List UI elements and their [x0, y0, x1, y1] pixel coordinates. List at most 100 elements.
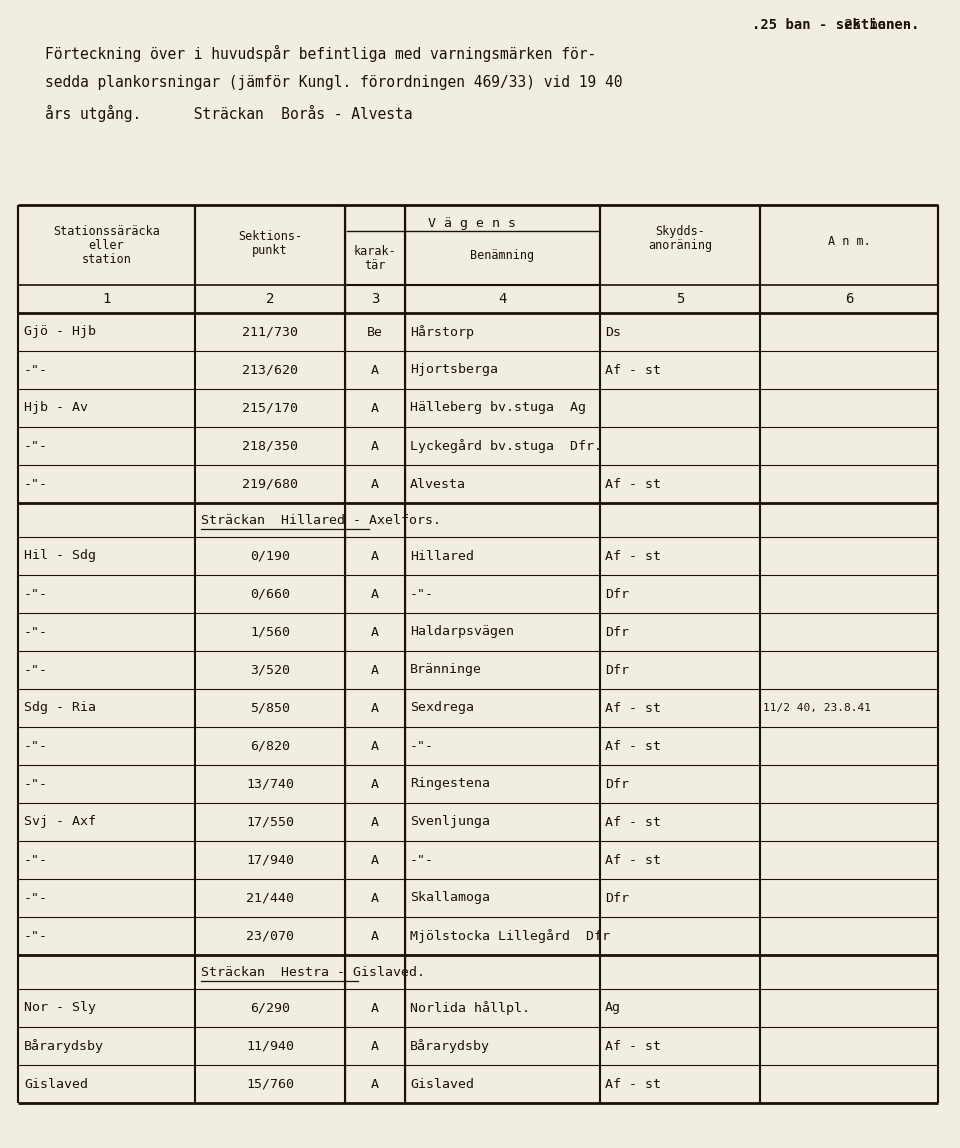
- Text: 5: 5: [676, 292, 684, 307]
- Text: Norlida hållpl.: Norlida hållpl.: [410, 1001, 530, 1015]
- Text: Sdg - Ria: Sdg - Ria: [24, 701, 96, 714]
- Text: Af - st: Af - st: [605, 1078, 661, 1091]
- Text: 23/070: 23/070: [246, 930, 294, 943]
- Text: 6/820: 6/820: [250, 739, 290, 752]
- Text: -"-: -"-: [410, 853, 434, 867]
- Text: Sträckan  Hestra - Gislaved.: Sträckan Hestra - Gislaved.: [201, 965, 425, 978]
- Text: -"-: -"-: [24, 892, 48, 905]
- Text: Be: Be: [367, 326, 383, 339]
- Text: Haldarpsvägen: Haldarpsvägen: [410, 626, 514, 638]
- Text: .25 ban -: .25 ban -: [836, 18, 920, 32]
- Text: 3: 3: [371, 292, 379, 307]
- Text: 211/730: 211/730: [242, 326, 298, 339]
- Text: 17/550: 17/550: [246, 815, 294, 829]
- Text: Dfr: Dfr: [605, 664, 629, 676]
- Text: Dfr: Dfr: [605, 892, 629, 905]
- Text: Af - st: Af - st: [605, 550, 661, 563]
- Text: Nor - Sly: Nor - Sly: [24, 1001, 96, 1015]
- Text: 11/2 40, 23.8.41: 11/2 40, 23.8.41: [763, 703, 871, 713]
- Text: 215/170: 215/170: [242, 402, 298, 414]
- Text: Hil - Sdg: Hil - Sdg: [24, 550, 96, 563]
- Text: Sektions-: Sektions-: [238, 230, 302, 243]
- Text: A: A: [371, 626, 379, 638]
- Text: station: station: [82, 253, 132, 266]
- Text: Stationssäräcka: Stationssäräcka: [53, 225, 160, 238]
- Text: punkt: punkt: [252, 245, 288, 257]
- Text: Ringestena: Ringestena: [410, 777, 490, 791]
- Text: 15/760: 15/760: [246, 1078, 294, 1091]
- Text: -"-: -"-: [24, 853, 48, 867]
- Text: Af - st: Af - st: [605, 815, 661, 829]
- Text: 5/850: 5/850: [250, 701, 290, 714]
- Text: Skallamoga: Skallamoga: [410, 892, 490, 905]
- Text: 13/740: 13/740: [246, 777, 294, 791]
- Text: Gjö - Hjb: Gjö - Hjb: [24, 326, 96, 339]
- Text: Alvesta: Alvesta: [410, 478, 466, 490]
- Text: Hillared: Hillared: [410, 550, 474, 563]
- Text: A: A: [371, 930, 379, 943]
- Text: års utgång.      Sträckan  Borås - Alvesta: års utgång. Sträckan Borås - Alvesta: [45, 104, 413, 122]
- Text: 0/660: 0/660: [250, 588, 290, 600]
- Text: Hälleberg bv.stuga  Ag: Hälleberg bv.stuga Ag: [410, 402, 586, 414]
- Text: Sträckan  Hillared - Axelfors.: Sträckan Hillared - Axelfors.: [201, 513, 441, 527]
- Text: Af - st: Af - st: [605, 739, 661, 752]
- Text: Svenljunga: Svenljunga: [410, 815, 490, 829]
- Text: Bårarydsby: Bårarydsby: [24, 1039, 104, 1053]
- Text: .25 ban - sektionen.: .25 ban - sektionen.: [753, 18, 920, 32]
- Text: Mjölstocka Lillegård  Dfr: Mjölstocka Lillegård Dfr: [410, 929, 610, 943]
- Text: V ä g e n s: V ä g e n s: [428, 217, 516, 230]
- Text: Hårstorp: Hårstorp: [410, 325, 474, 339]
- Text: Benämning: Benämning: [470, 249, 535, 262]
- Text: Bränninge: Bränninge: [410, 664, 482, 676]
- Text: Dfr: Dfr: [605, 588, 629, 600]
- Text: 1/560: 1/560: [250, 626, 290, 638]
- Text: -"-: -"-: [24, 440, 48, 452]
- Text: 11/940: 11/940: [246, 1039, 294, 1053]
- Text: -"-: -"-: [24, 478, 48, 490]
- Text: Af - st: Af - st: [605, 1039, 661, 1053]
- Text: 3/520: 3/520: [250, 664, 290, 676]
- Text: Af - st: Af - st: [605, 701, 661, 714]
- Text: A: A: [371, 892, 379, 905]
- Text: 21/440: 21/440: [246, 892, 294, 905]
- Text: A: A: [371, 664, 379, 676]
- Text: anoräning: anoräning: [648, 239, 712, 253]
- Text: Gislaved: Gislaved: [24, 1078, 88, 1091]
- Text: Svj - Axf: Svj - Axf: [24, 815, 96, 829]
- Text: A: A: [371, 478, 379, 490]
- Text: A: A: [371, 402, 379, 414]
- Text: Ag: Ag: [605, 1001, 621, 1015]
- Text: Bårarydsby: Bårarydsby: [410, 1039, 490, 1053]
- Text: 17/940: 17/940: [246, 853, 294, 867]
- Text: Lyckegård bv.stuga  Dfr.: Lyckegård bv.stuga Dfr.: [410, 439, 602, 453]
- Text: 4: 4: [498, 292, 507, 307]
- Text: A: A: [371, 853, 379, 867]
- Text: Dfr: Dfr: [605, 777, 629, 791]
- Text: 2: 2: [266, 292, 275, 307]
- Text: -"-: -"-: [410, 739, 434, 752]
- Text: Hjb - Av: Hjb - Av: [24, 402, 88, 414]
- Text: tär: tär: [364, 259, 386, 272]
- Text: 219/680: 219/680: [242, 478, 298, 490]
- Text: A n m.: A n m.: [828, 235, 871, 248]
- Text: A: A: [371, 777, 379, 791]
- Text: -"-: -"-: [24, 777, 48, 791]
- Text: Gislaved: Gislaved: [410, 1078, 474, 1091]
- Text: A: A: [371, 1078, 379, 1091]
- Text: A: A: [371, 1001, 379, 1015]
- Text: A: A: [371, 815, 379, 829]
- Text: Förteckning över i huvudspår befintliga med varningsmärken för-: Förteckning över i huvudspår befintliga …: [45, 45, 596, 62]
- Text: -"-: -"-: [24, 364, 48, 377]
- Text: 1: 1: [103, 292, 110, 307]
- Text: -"-: -"-: [410, 588, 434, 600]
- Text: A: A: [371, 550, 379, 563]
- Text: 6/290: 6/290: [250, 1001, 290, 1015]
- Text: karak-: karak-: [353, 245, 396, 258]
- Text: A: A: [371, 739, 379, 752]
- Text: Dfr: Dfr: [605, 626, 629, 638]
- Text: A: A: [371, 701, 379, 714]
- Text: 213/620: 213/620: [242, 364, 298, 377]
- Text: eller: eller: [88, 239, 124, 253]
- Text: A: A: [371, 588, 379, 600]
- Text: 0/190: 0/190: [250, 550, 290, 563]
